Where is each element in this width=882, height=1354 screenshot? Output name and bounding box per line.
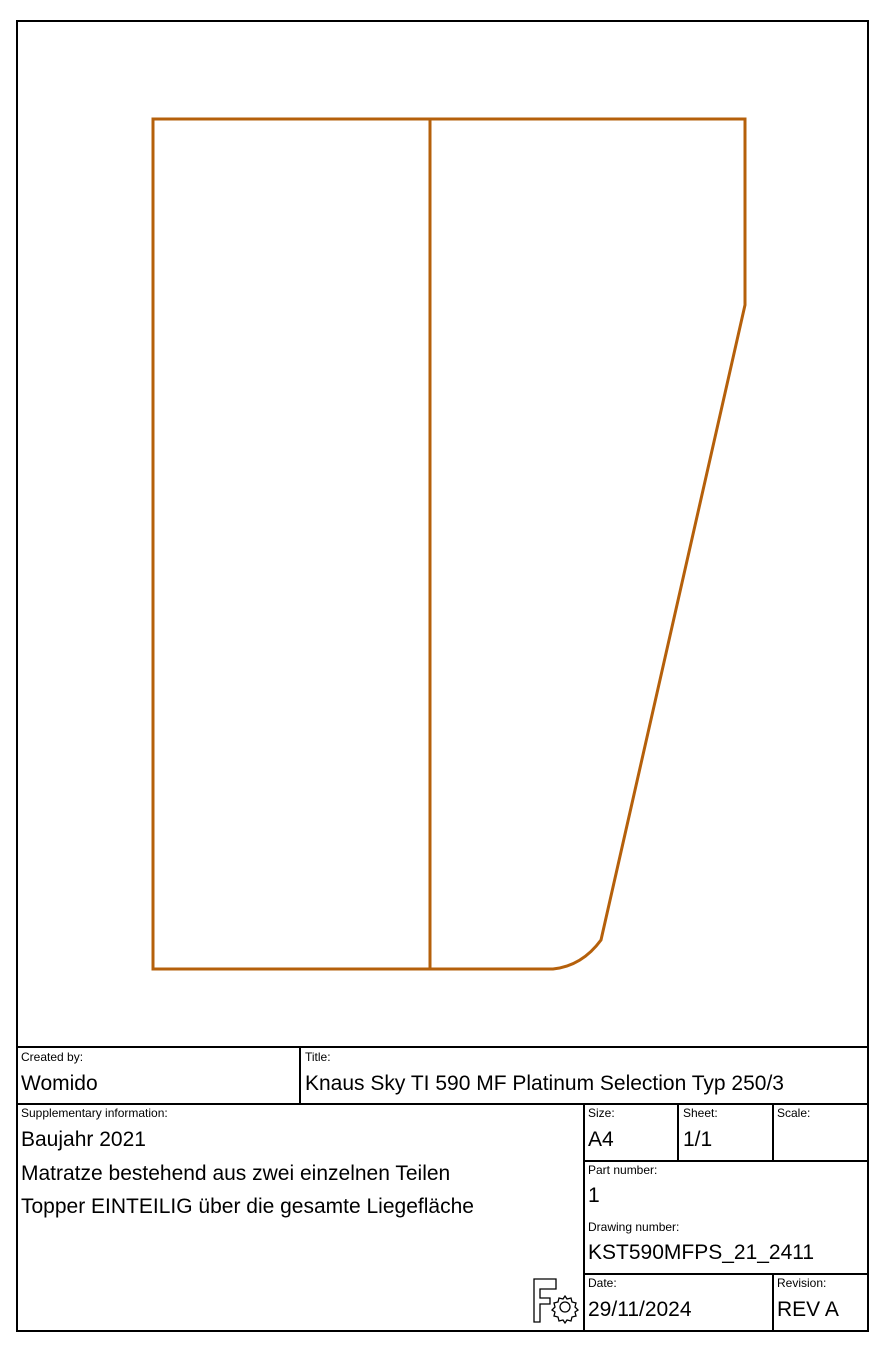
title-value: Knaus Sky TI 590 MF Platinum Selection T… xyxy=(305,1072,784,1095)
created-by-label: Created by: xyxy=(21,1050,83,1064)
sheet-label: Sheet: xyxy=(683,1106,718,1120)
scale-label: Scale: xyxy=(777,1106,810,1120)
title-label: Title: xyxy=(305,1050,331,1064)
date-value: 29/11/2024 xyxy=(588,1298,692,1321)
drawing-number-value: KST590MFPS_21_2411 xyxy=(588,1241,814,1264)
supplementary-line: Baujahr 2021 xyxy=(21,1128,146,1151)
created-by-value: Womido xyxy=(21,1072,98,1095)
date-label: Date: xyxy=(588,1276,617,1290)
size-value: A4 xyxy=(588,1128,614,1151)
title-block: Created by: Womido Title: Knaus Sky TI 5… xyxy=(17,1046,868,1331)
supplementary-line: Topper EINTEILIG über die gesamte Liegef… xyxy=(21,1195,474,1218)
sheet-value: 1/1 xyxy=(683,1128,712,1151)
revision-value: REV A xyxy=(777,1298,839,1321)
drawing-number-label: Drawing number: xyxy=(588,1220,679,1234)
revision-label: Revision: xyxy=(777,1276,826,1290)
part-number-label: Part number: xyxy=(588,1163,657,1177)
mattress-contour xyxy=(151,117,747,971)
sheet-border xyxy=(16,20,869,1332)
supplementary-label: Supplementary information: xyxy=(21,1106,168,1120)
size-label: Size: xyxy=(588,1106,615,1120)
mattress-outline xyxy=(151,117,747,971)
freecad-logo-icon xyxy=(533,1278,580,1325)
part-number-value: 1 xyxy=(588,1184,600,1207)
supplementary-line: Matratze bestehend aus zwei einzelnen Te… xyxy=(21,1162,450,1185)
